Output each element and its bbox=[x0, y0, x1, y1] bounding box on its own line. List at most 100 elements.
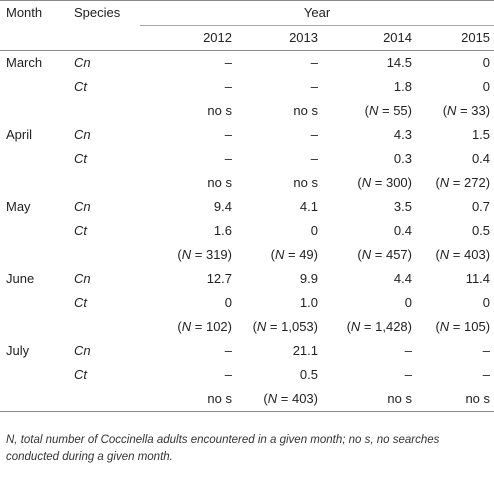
table-row: May Cn 9.4 4.1 3.5 0.7 bbox=[0, 195, 494, 219]
value-cell: 1.0 bbox=[299, 295, 318, 310]
value-cell: – bbox=[224, 127, 232, 142]
month-cell bbox=[0, 75, 72, 99]
value-cell: 0.4 bbox=[471, 151, 491, 166]
value-cell: 0.5 bbox=[471, 223, 491, 238]
value-cell: – bbox=[224, 343, 232, 358]
month-header: Month bbox=[6, 5, 43, 21]
value-cell: – bbox=[404, 343, 412, 358]
species-cell: Cn bbox=[74, 127, 91, 142]
value-cell: 9.4 bbox=[213, 199, 232, 214]
species-cell: Cn bbox=[74, 55, 91, 70]
month-cell bbox=[0, 315, 72, 339]
table-row: no s (N = 403) no s no s bbox=[0, 387, 494, 412]
footnote: N, total number of Coccinella adults enc… bbox=[6, 432, 486, 466]
value-cell: 4.4 bbox=[393, 271, 412, 286]
blank-header bbox=[72, 26, 140, 51]
value-cell: 0.4 bbox=[393, 223, 412, 238]
year-header-2012: 2012 bbox=[203, 30, 232, 45]
table-row: Ct – – 1.8 0 bbox=[0, 75, 494, 99]
value-cell: – bbox=[404, 367, 412, 382]
month-cell bbox=[0, 363, 72, 387]
table-row: no s no s (N = 55) (N = 33) bbox=[0, 99, 494, 123]
table-row: Ct – – 0.3 0.4 bbox=[0, 147, 494, 171]
value-cell: – bbox=[310, 151, 318, 166]
value-cell: – bbox=[482, 343, 491, 358]
value-cell: (N = 272) bbox=[435, 175, 491, 190]
table-row: March Cn – – 14.5 0 bbox=[0, 51, 494, 76]
value-cell: 3.5 bbox=[393, 199, 412, 214]
value-cell: – bbox=[224, 151, 232, 166]
value-cell: (N = 1,053) bbox=[252, 319, 318, 334]
value-cell: no s bbox=[207, 391, 232, 406]
value-cell: – bbox=[224, 367, 232, 382]
value-cell: 0 bbox=[482, 295, 491, 310]
value-cell: no s bbox=[387, 391, 412, 406]
species-cell bbox=[72, 243, 140, 267]
table-row: Ct – 0.5 – – bbox=[0, 363, 494, 387]
month-cell: July bbox=[6, 343, 30, 358]
value-cell: 0 bbox=[404, 295, 412, 310]
month-cell bbox=[0, 291, 72, 315]
month-cell bbox=[0, 219, 72, 243]
year-header-2013: 2013 bbox=[289, 30, 318, 45]
table-row: June Cn 12.7 9.9 4.4 11.4 bbox=[0, 267, 494, 291]
value-cell: 1.5 bbox=[471, 127, 491, 142]
value-cell: (N = 300) bbox=[357, 175, 412, 190]
year-header: Year bbox=[140, 0, 494, 26]
value-cell: (N = 457) bbox=[357, 247, 412, 262]
value-cell: – bbox=[310, 127, 318, 142]
value-cell: (N = 55) bbox=[364, 103, 412, 118]
value-cell: 1.8 bbox=[393, 79, 412, 94]
month-cell bbox=[0, 99, 72, 123]
table-row: (N = 102) (N = 1,053) (N = 1,428) (N = 105) bbox=[0, 315, 494, 339]
table-row: July Cn – 21.1 – – bbox=[0, 339, 494, 363]
value-cell: 0 bbox=[224, 295, 232, 310]
table-row: Ct 0 1.0 0 0 bbox=[0, 291, 494, 315]
month-cell bbox=[0, 243, 72, 267]
value-cell: 21.1 bbox=[292, 343, 318, 358]
species-cell: Cn bbox=[74, 199, 91, 214]
species-cell bbox=[72, 171, 140, 195]
value-cell: (N = 403) bbox=[435, 247, 491, 262]
value-cell: (N = 403) bbox=[263, 391, 318, 406]
month-cell bbox=[0, 387, 72, 412]
value-cell: 14.5 bbox=[386, 55, 412, 70]
month-cell: April bbox=[6, 127, 33, 142]
value-cell: 11.4 bbox=[465, 271, 491, 286]
header-row-top: Month Species Year bbox=[0, 0, 494, 26]
value-cell: (N = 33) bbox=[442, 103, 491, 118]
value-cell: 4.1 bbox=[299, 199, 318, 214]
species-header: Species bbox=[74, 5, 121, 21]
table-row: April Cn – – 4.3 1.5 bbox=[0, 123, 494, 147]
data-table: Month Species Year 2012 2013 2014 2015 M… bbox=[0, 0, 494, 412]
month-cell: March bbox=[6, 55, 43, 70]
value-cell: 0 bbox=[482, 55, 491, 70]
value-cell: 4.3 bbox=[393, 127, 412, 142]
value-cell: 0.7 bbox=[471, 199, 491, 214]
species-cell bbox=[72, 387, 140, 412]
value-cell: 12.7 bbox=[206, 271, 232, 286]
value-cell: 0 bbox=[482, 79, 491, 94]
month-cell bbox=[0, 171, 72, 195]
month-cell: May bbox=[6, 199, 31, 214]
value-cell: – bbox=[310, 79, 318, 94]
species-cell: Ct bbox=[74, 223, 87, 238]
footnote-line: conducted during a given month. bbox=[6, 451, 173, 463]
species-cell: Ct bbox=[74, 151, 87, 166]
species-cell: Cn bbox=[74, 271, 91, 286]
value-cell: – bbox=[224, 79, 232, 94]
species-cell: Ct bbox=[74, 79, 87, 94]
value-cell: (N = 49) bbox=[270, 247, 318, 262]
species-cell bbox=[72, 99, 140, 123]
table-body: March Cn – – 14.5 0 Ct – – 1.8 0 no s no s (N = 55) (N… bbox=[0, 51, 494, 412]
value-cell: no s bbox=[293, 175, 318, 190]
value-cell: – bbox=[482, 367, 491, 382]
value-cell: (N = 319) bbox=[177, 247, 232, 262]
value-cell: (N = 105) bbox=[435, 319, 491, 334]
value-cell: no s bbox=[207, 103, 232, 118]
species-cell: Cn bbox=[74, 343, 91, 358]
value-cell: no s bbox=[207, 175, 232, 190]
value-cell: 9.9 bbox=[299, 271, 318, 286]
value-cell: (N = 1,428) bbox=[346, 319, 412, 334]
